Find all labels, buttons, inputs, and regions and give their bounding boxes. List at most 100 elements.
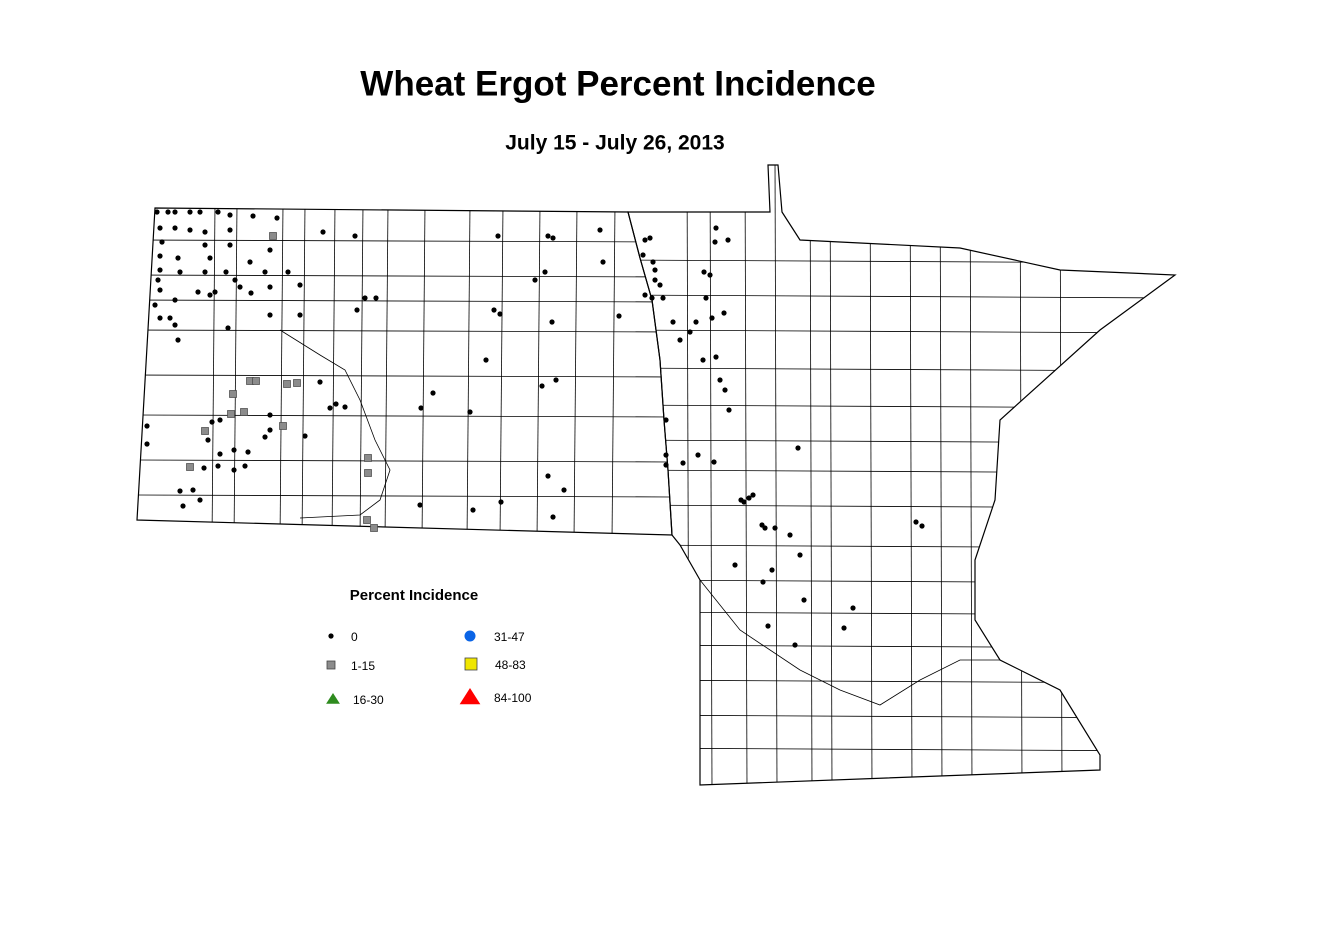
county-line bbox=[909, 165, 913, 785]
site-0 bbox=[542, 269, 548, 275]
county-line bbox=[384, 208, 389, 535]
site-0 bbox=[205, 437, 211, 443]
county-line bbox=[137, 494, 672, 498]
county-line bbox=[709, 165, 713, 785]
site-0 bbox=[795, 445, 801, 451]
site-0 bbox=[765, 623, 771, 629]
site-0 bbox=[215, 463, 221, 469]
county-line bbox=[1019, 165, 1023, 785]
subtitle: July 15 - July 26, 2013 bbox=[505, 132, 724, 155]
county-line bbox=[1059, 165, 1063, 785]
site-0 bbox=[561, 487, 567, 493]
county-line bbox=[628, 579, 1175, 584]
site-0 bbox=[187, 209, 193, 215]
site-0 bbox=[190, 487, 196, 493]
site-0 bbox=[262, 269, 268, 275]
site-0 bbox=[262, 434, 268, 440]
site-0 bbox=[320, 229, 326, 235]
site-0 bbox=[545, 233, 551, 239]
site-0 bbox=[663, 452, 669, 458]
site-0 bbox=[677, 337, 683, 343]
site-0 bbox=[215, 209, 221, 215]
site-0 bbox=[467, 409, 473, 415]
site-0 bbox=[267, 412, 273, 418]
site-0 bbox=[725, 237, 731, 243]
county-line bbox=[869, 165, 873, 785]
site-1-15 bbox=[363, 516, 371, 524]
site-0 bbox=[497, 311, 503, 317]
site-1-15 bbox=[186, 463, 194, 471]
site-0 bbox=[750, 492, 756, 498]
site-0 bbox=[495, 233, 501, 239]
legend-title: Percent Incidence bbox=[350, 587, 478, 604]
site-0 bbox=[144, 441, 150, 447]
site-0 bbox=[913, 519, 919, 525]
minnesota-outline bbox=[627, 164, 1177, 786]
site-0 bbox=[550, 235, 556, 241]
site-0 bbox=[302, 433, 308, 439]
site-0 bbox=[711, 459, 717, 465]
county-line bbox=[628, 679, 1175, 684]
county-line bbox=[628, 714, 1175, 719]
county-line bbox=[774, 165, 778, 785]
site-0 bbox=[248, 290, 254, 296]
county-line bbox=[628, 259, 1175, 264]
site-0 bbox=[680, 460, 686, 466]
site-0 bbox=[652, 267, 658, 273]
site-1-15 bbox=[293, 379, 301, 387]
site-0 bbox=[172, 297, 178, 303]
site-0 bbox=[227, 212, 233, 218]
county-line bbox=[421, 208, 426, 535]
site-0 bbox=[317, 379, 323, 385]
site-0 bbox=[152, 302, 158, 308]
county-line bbox=[628, 544, 1175, 549]
legend-label: 16-30 bbox=[353, 693, 384, 707]
site-0 bbox=[491, 307, 497, 313]
site-0 bbox=[657, 282, 663, 288]
site-0 bbox=[217, 451, 223, 457]
site-0 bbox=[267, 284, 273, 290]
county-line bbox=[130, 555, 680, 557]
county-line bbox=[130, 610, 680, 612]
site-1-15 bbox=[201, 427, 209, 435]
legend-label: 1-15 bbox=[351, 659, 375, 673]
site-0 bbox=[165, 209, 171, 215]
site-0 bbox=[212, 289, 218, 295]
site-0 bbox=[242, 463, 248, 469]
site-0 bbox=[647, 235, 653, 241]
site-0 bbox=[172, 225, 178, 231]
county-line bbox=[331, 208, 336, 535]
legend: 0 1-15 16-30 31-47 48-83 84-100 bbox=[326, 630, 532, 707]
site-0 bbox=[553, 377, 559, 383]
county-line bbox=[137, 374, 672, 378]
site-0 bbox=[652, 277, 658, 283]
site-0 bbox=[707, 272, 713, 278]
nd-counties bbox=[130, 208, 680, 612]
county-line bbox=[628, 469, 1175, 474]
site-0 bbox=[700, 357, 706, 363]
site-0 bbox=[663, 417, 669, 423]
site-0 bbox=[642, 237, 648, 243]
site-0 bbox=[197, 497, 203, 503]
site-0 bbox=[772, 525, 778, 531]
county-line bbox=[499, 208, 504, 535]
site-0 bbox=[549, 319, 555, 325]
site-0 bbox=[175, 255, 181, 261]
county-line bbox=[137, 274, 672, 278]
site-0 bbox=[722, 387, 728, 393]
county-line bbox=[628, 747, 1175, 752]
site-0 bbox=[532, 277, 538, 283]
site-0 bbox=[202, 229, 208, 235]
site-0 bbox=[225, 325, 231, 331]
site-0 bbox=[600, 259, 606, 265]
county-line bbox=[611, 208, 616, 535]
sites bbox=[144, 209, 925, 648]
site-0 bbox=[597, 227, 603, 233]
site-1-15 bbox=[364, 454, 372, 462]
site-0 bbox=[483, 357, 489, 363]
legend-symbol bbox=[326, 660, 336, 670]
site-0 bbox=[693, 319, 699, 325]
county-line bbox=[233, 208, 238, 535]
county-line bbox=[211, 208, 216, 535]
county-line bbox=[969, 165, 973, 785]
